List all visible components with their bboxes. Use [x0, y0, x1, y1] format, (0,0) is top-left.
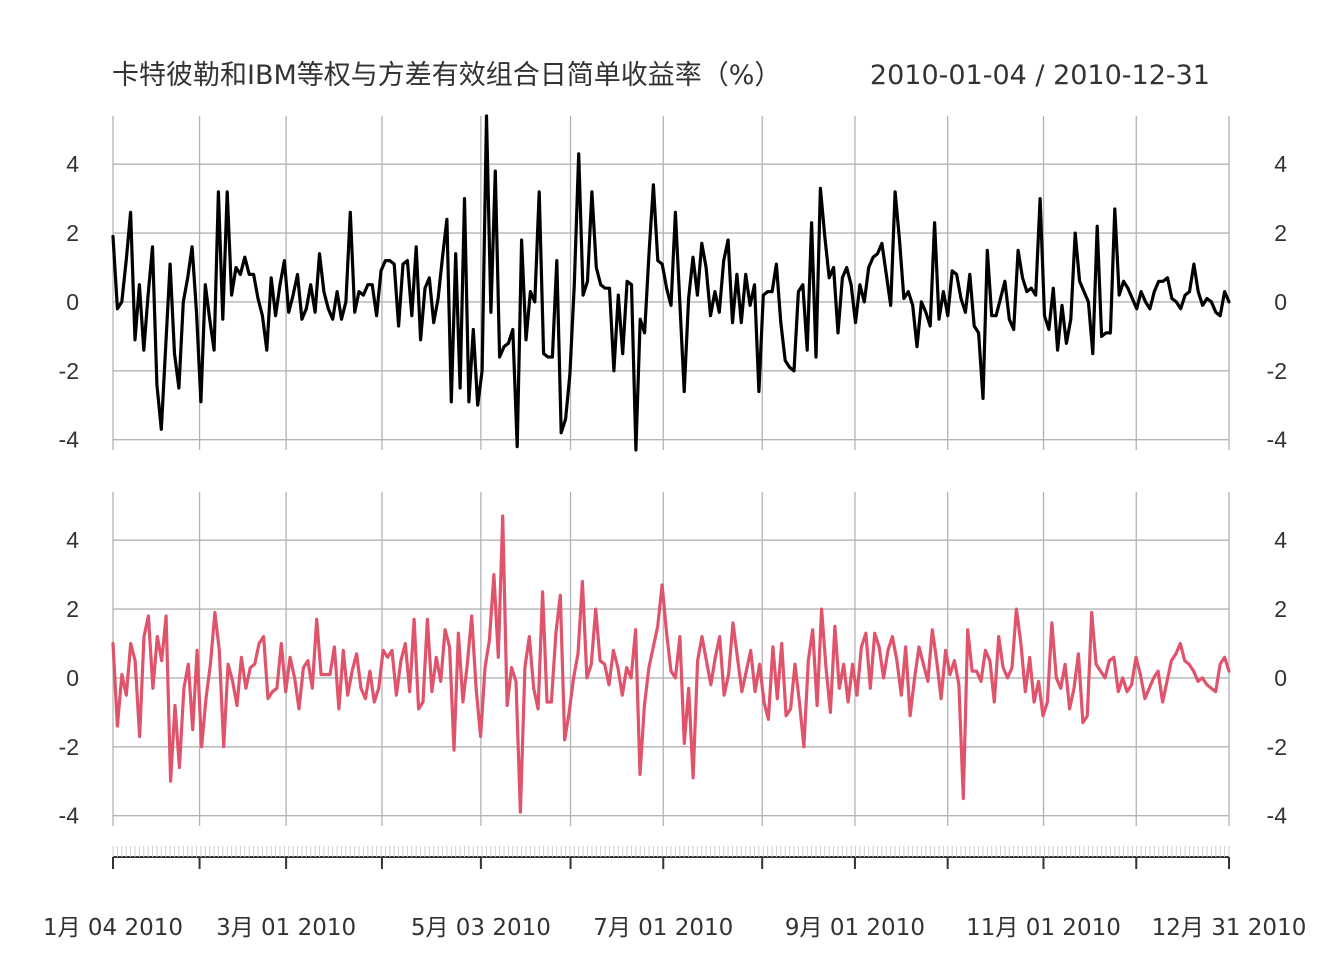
bottom-y-tick-left: 4: [66, 527, 79, 553]
top-y-tick-left: -4: [59, 427, 80, 453]
bottom-y-tick-left: -4: [59, 803, 80, 829]
panel-bottom: 4 4 2 2 0 0 -2 -2 -4 -4: [59, 492, 1288, 829]
bottom-y-tick-right: 0: [1274, 665, 1287, 691]
bottom-y-tick-right: 4: [1274, 527, 1287, 553]
x-tick-label: 3月 01 2010: [216, 915, 356, 941]
chart-title: 卡特彼勒和IBM等权与方差有效组合日简单收益率（%）: [112, 60, 781, 91]
top-y-tick-right: 2: [1274, 220, 1287, 246]
top-y-tick-right: -2: [1267, 358, 1287, 384]
x-tick-label: 12月 31 2010: [1152, 915, 1307, 941]
x-tick-label: 9月 01 2010: [785, 915, 925, 941]
top-y-tick-right: 0: [1274, 289, 1287, 315]
panel-top: 4 4 2 2 0 0 -2 -2 -4 -4: [59, 114, 1288, 453]
bottom-y-tick-right: -2: [1267, 734, 1287, 760]
bottom-y-tick-left: 0: [66, 665, 79, 691]
top-y-tick-right: 4: [1274, 151, 1287, 177]
chart-date-range: 2010-01-04 / 2010-12-31: [870, 60, 1210, 91]
x-axis: 1月 04 2010 3月 01 2010 5月 03 2010 7月 01 2010…: [43, 846, 1306, 941]
x-tick-label: 7月 01 2010: [593, 915, 733, 941]
bottom-series-line: [111, 514, 1231, 814]
x-tick-label: 11月 01 2010: [966, 915, 1121, 941]
top-y-tick-left: 2: [66, 220, 79, 246]
x-tick-label: 1月 04 2010: [43, 915, 183, 941]
top-y-tick-left: 0: [66, 289, 79, 315]
top-series-line: [111, 114, 1231, 452]
top-y-tick-left: -2: [59, 358, 79, 384]
bottom-y-tick-left: 2: [66, 596, 79, 622]
top-y-tick-left: 4: [66, 151, 79, 177]
bottom-y-tick-left: -2: [59, 734, 79, 760]
top-y-tick-right: -4: [1267, 427, 1288, 453]
bottom-y-tick-right: 2: [1274, 596, 1287, 622]
bottom-y-tick-right: -4: [1267, 803, 1288, 829]
x-tick-label: 5月 03 2010: [411, 915, 551, 941]
